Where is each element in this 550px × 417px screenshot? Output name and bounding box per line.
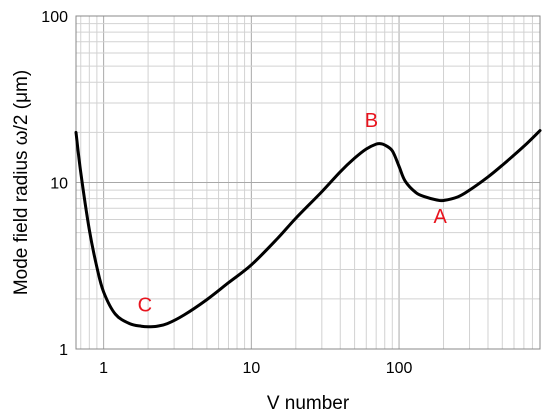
y-tick-label: 100	[41, 9, 68, 26]
x-tick-label: 10	[242, 360, 260, 377]
x-tick-label: 100	[386, 360, 413, 377]
x-axis-label: V number	[267, 393, 350, 414]
y-tick-label: 1	[59, 342, 68, 359]
annotation-c: C	[138, 294, 152, 316]
y-axis-label: Mode field radius ω/2 (μm)	[11, 70, 32, 295]
grid	[76, 16, 540, 349]
y-tick-label: 10	[50, 176, 68, 193]
series-line	[74, 129, 542, 329]
annotation-b: B	[365, 110, 378, 132]
x-tick-label: 1	[99, 360, 108, 377]
tick-labels: 1 10 100 1 10 100	[41, 9, 412, 377]
annotations: A B C	[138, 110, 448, 316]
plot-frame	[75, 15, 541, 350]
annotation-a: A	[434, 206, 448, 228]
